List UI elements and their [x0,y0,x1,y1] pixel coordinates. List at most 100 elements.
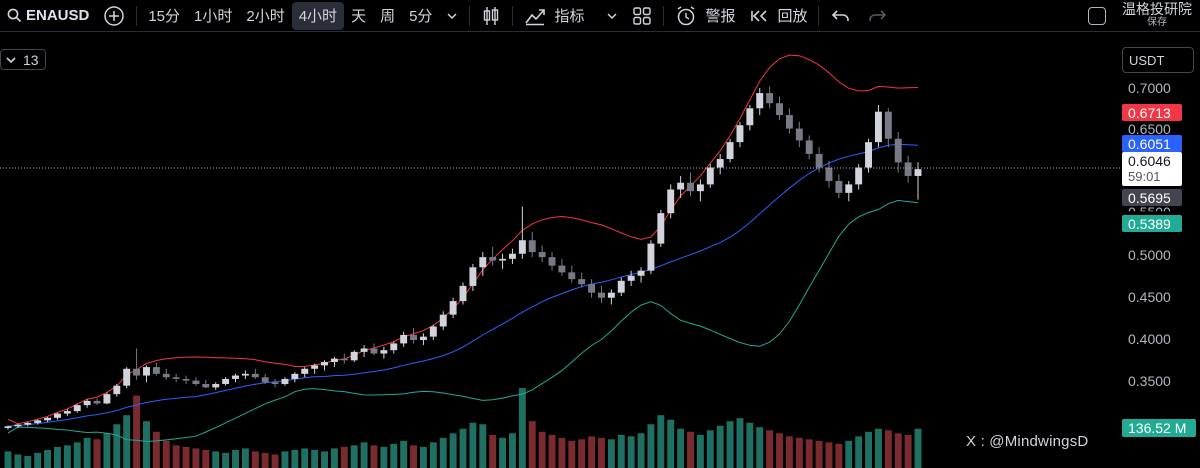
layout-grid-button[interactable] [625,0,659,32]
price-label: 0.5500 [1128,204,1171,220]
indicators-icon [524,6,546,26]
candle-body [152,367,160,374]
candle-body [400,334,408,344]
candle [756,88,764,116]
candle-body [429,326,437,337]
alert-label: 警报 [705,8,736,25]
current-price-badge: 0.6046 59:01 [1122,152,1182,186]
indicator-legend-toggle[interactable]: 13 [0,49,46,70]
candle [330,356,338,368]
volume-bar [508,433,516,468]
candle [360,345,368,357]
indicators-button[interactable]: 指标 [517,0,591,32]
chevron-down-icon [606,10,618,22]
candle [321,360,328,371]
volume-bar [439,437,447,468]
volume-bar [133,395,141,468]
interval-1d[interactable]: 天 [351,8,367,25]
candle-body [855,167,863,185]
indicators-dropdown[interactable] [599,0,625,32]
candle [212,382,220,390]
volume-bar [152,431,160,468]
candle [222,377,230,386]
candle-body [232,375,239,379]
candle-body [835,181,843,193]
candle [845,181,853,202]
candle-body [884,111,892,139]
alert-button[interactable]: 警报 [668,0,742,32]
interval-4h[interactable]: 4小时 [291,1,345,30]
candle-body [113,385,121,395]
candle-body [785,115,793,129]
volume-bar [34,452,42,468]
candle-body [756,93,764,109]
indicators-label: 指标 [554,8,585,25]
candle-body [815,153,823,168]
chart-type-button[interactable] [474,0,508,32]
volume-bar [914,428,922,468]
currency-selector[interactable]: USDT [1122,47,1194,73]
candle [73,404,81,413]
candle [667,184,675,219]
candle [528,231,536,258]
candle-body [677,182,685,190]
volume-bar [578,439,586,468]
volume-bar [321,451,328,468]
candle [785,108,793,134]
candle-body [53,413,61,418]
volume-bar [726,421,734,468]
volume-bar [736,418,744,468]
candle-body [73,405,81,412]
volume-bar [667,419,675,468]
candle-body [182,378,190,381]
volume-bar [558,437,566,468]
volume-bar [4,451,12,468]
volume-bar [172,445,180,468]
volume-bar [845,440,853,468]
price-label: 0.5000 [1128,247,1171,263]
volume-bar [568,440,576,468]
upper-band-badge: 0.6713 [1122,104,1182,121]
candle [746,104,754,131]
volume-bar [696,434,704,468]
layout-save-area: 温格投研院 保存 [1088,0,1192,32]
candle-body [598,292,605,298]
interval-dropdown[interactable] [439,0,465,32]
undo-button[interactable] [823,0,859,32]
candle [548,252,556,271]
interval-1w[interactable]: 周 [380,8,396,25]
volume-bar [627,436,635,468]
candle [914,162,922,200]
symbol-search[interactable]: ENAUSD [0,0,96,32]
interval-15m[interactable]: 15分 [148,8,181,25]
volume-bar [390,443,398,468]
volume-bar [93,439,101,468]
compare-add-button[interactable] [96,0,132,32]
volume-bar [548,434,556,468]
interval-5m[interactable]: 5分 [409,8,433,25]
volume-bar [894,433,902,468]
interval-2h[interactable]: 2小时 [246,8,285,25]
price-chart[interactable] [0,32,1200,468]
candle-body [261,377,269,383]
candle [627,270,635,286]
volume-bar [380,446,388,468]
candle-body [370,348,378,354]
candle [133,348,141,380]
layout-save-button[interactable]: 温格投研院 保存 [1122,2,1192,30]
volume-bar [776,433,783,468]
candle-body [518,240,526,254]
candle-body [687,182,694,192]
candle [24,422,32,427]
redo-button[interactable] [859,0,895,32]
layout-checkbox[interactable] [1088,7,1106,25]
candle [687,172,694,197]
candle-body [469,267,477,286]
replay-button[interactable]: 回放 [742,0,814,32]
candle [162,368,170,380]
candle [241,370,249,379]
middle-band-badge: 0.6051 [1122,135,1182,152]
volume-bar [884,430,892,468]
interval-1h[interactable]: 1小时 [194,8,233,25]
candle-body [360,348,368,352]
